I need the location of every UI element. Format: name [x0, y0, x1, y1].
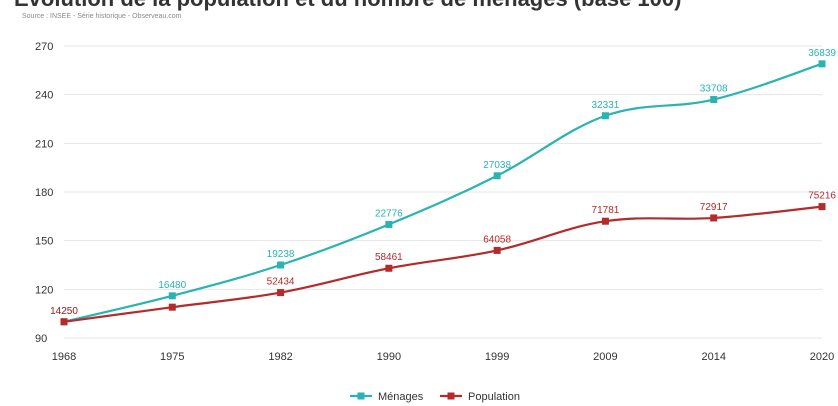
data-point [493, 172, 501, 180]
chart-title: Évolution de la population et du nombre … [14, 0, 681, 12]
x-tick-label: 1990 [377, 351, 401, 363]
data-point [385, 264, 393, 272]
data-label: 16480 [158, 280, 186, 291]
data-label: 36839 [808, 48, 836, 59]
data-point [277, 289, 285, 297]
chart-source: Source : INSEE - Série historique - Obse… [22, 13, 182, 20]
legend-label: Population [468, 391, 520, 403]
data-point [60, 318, 68, 326]
data-label: 72917 [700, 202, 728, 213]
data-label: 52434 [267, 277, 295, 288]
y-tick-label: 270 [35, 41, 53, 53]
data-point [710, 96, 718, 104]
data-label: 33708 [700, 84, 728, 95]
data-label: 75216 [808, 191, 836, 202]
legend-marker [357, 392, 365, 400]
data-label: 71781 [592, 205, 620, 216]
legend-label: Ménages [378, 391, 424, 403]
data-point [710, 214, 718, 222]
series-line-population [63, 205, 823, 323]
data-point [385, 220, 393, 228]
x-tick-label: 2009 [593, 351, 617, 363]
data-point [168, 303, 176, 311]
y-tick-label: 240 [35, 90, 53, 102]
x-tick-label: 1999 [485, 351, 509, 363]
data-label: 14250 [50, 306, 78, 317]
data-label: 22776 [375, 208, 403, 219]
x-tick-label: 1968 [52, 351, 76, 363]
data-point [818, 60, 826, 68]
legend-marker [447, 392, 455, 400]
data-point [601, 112, 609, 120]
data-label: 64058 [483, 234, 511, 245]
data-point [168, 292, 176, 300]
data-point [818, 203, 826, 211]
y-tick-label: 90 [35, 333, 47, 345]
x-tick-label: 1975 [160, 351, 184, 363]
y-tick-label: 210 [35, 138, 53, 150]
data-label: 27038 [483, 160, 511, 171]
data-label: 32331 [592, 100, 620, 111]
data-label: 58461 [375, 252, 403, 263]
x-tick-label: 2020 [810, 351, 834, 363]
data-point [493, 246, 501, 254]
data-point [601, 217, 609, 225]
data-point [277, 261, 285, 269]
legend: Ménages Population [350, 391, 520, 403]
data-label: 19238 [267, 249, 295, 260]
series-line-ménages [63, 62, 823, 323]
x-tick-label: 1982 [268, 351, 292, 363]
data-label: 14250 [50, 306, 78, 317]
x-tick-label: 2014 [701, 351, 725, 363]
y-tick-label: 120 [35, 284, 53, 296]
y-tick-label: 180 [35, 187, 53, 199]
y-tick-label: 150 [35, 236, 53, 248]
